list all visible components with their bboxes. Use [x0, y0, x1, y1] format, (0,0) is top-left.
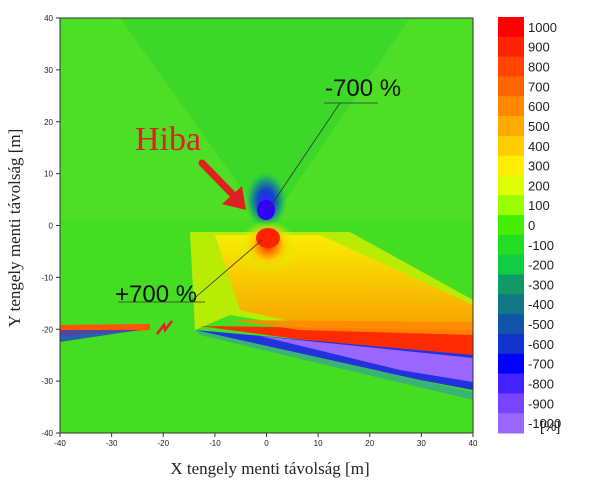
colorbar-swatch	[498, 234, 524, 256]
fault-marker-icon	[156, 320, 173, 335]
colorbar-tick-label: 100	[528, 198, 550, 213]
colorbar-tick-label: 0	[528, 218, 535, 233]
colorbar-tick-label: -900	[528, 396, 554, 411]
colorbar-tick-label: 400	[528, 139, 550, 154]
y-tick-label: -20	[41, 325, 53, 334]
pos-leader-line	[189, 239, 263, 303]
x-tick-label: 20	[365, 439, 374, 448]
y-tick-label: -40	[41, 429, 53, 438]
colorbar-tick-label: -400	[528, 297, 554, 312]
y-axis-label: Y tengely menti távolság [m]	[5, 129, 24, 328]
colorbar-tick-label: 800	[528, 60, 550, 75]
colorbar-swatch	[498, 353, 524, 375]
fault-arrow	[198, 159, 246, 210]
colorbar-swatch	[498, 393, 524, 414]
colorbar-swatch	[498, 116, 524, 137]
y-tick-label: 0	[49, 222, 54, 231]
colorbar-tick-label: 900	[528, 40, 550, 55]
colorbar-swatch	[498, 36, 524, 58]
colorbar-tick-label: 200	[528, 178, 550, 193]
x-axis-label: X tengely menti távolság [m]	[170, 459, 369, 478]
x-tick-label: -20	[157, 439, 169, 448]
colorbar-swatch	[498, 96, 524, 117]
x-tick-label: 30	[417, 439, 426, 448]
colorbar-swatch	[498, 413, 524, 434]
colorbar-tick-label: -300	[528, 277, 554, 292]
y-tick-label: 20	[44, 118, 53, 127]
colorbar-tick-label: -200	[528, 258, 554, 273]
neg-peak-label: -700 %	[325, 75, 401, 102]
colorbar	[498, 17, 524, 434]
y-tick-label: 10	[44, 170, 53, 179]
colorbar-tick-label: -100	[528, 238, 554, 253]
colorbar-swatch	[498, 155, 524, 176]
y-axis-ticks: -40 -30 -20 -10 0 10 20 30 40	[41, 14, 60, 438]
colorbar-unit: [%]	[540, 418, 560, 434]
colorbar-swatch	[498, 215, 524, 236]
colorbar-swatch	[498, 175, 524, 196]
pos-peak-label: +700 %	[115, 281, 197, 308]
x-tick-label: -10	[209, 439, 221, 448]
colorbar-swatch	[498, 274, 524, 295]
y-tick-label: -30	[41, 377, 53, 386]
colorbar-tick-label: -500	[528, 317, 554, 332]
colorbar-swatch	[498, 254, 524, 276]
colorbar-tick-label: -800	[528, 376, 554, 391]
colorbar-tick-label: -600	[528, 337, 554, 352]
colorbar-tick-label: 600	[528, 99, 550, 114]
colorbar-swatch	[498, 17, 524, 38]
colorbar-labels: 10009008007006005004003002001000-100-200…	[528, 20, 561, 431]
heatmap-area	[60, 18, 473, 433]
colorbar-swatch	[498, 56, 524, 77]
colorbar-tick-label: 700	[528, 79, 550, 94]
colorbar-tick-label: 500	[528, 119, 550, 134]
colorbar-tick-label: 300	[528, 159, 550, 174]
x-tick-label: -30	[106, 439, 118, 448]
colorbar-swatch	[498, 294, 524, 315]
colorbar-swatch	[498, 76, 524, 97]
colorbar-swatch	[498, 195, 524, 216]
y-tick-label: -10	[41, 273, 53, 282]
y-tick-label: 30	[44, 66, 53, 75]
colorbar-tick-label: 1000	[528, 20, 557, 35]
colorbar-swatch	[498, 314, 524, 335]
x-tick-label: -40	[54, 439, 66, 448]
colorbar-swatch	[498, 135, 524, 157]
x-tick-label: 0	[264, 439, 269, 448]
colorbar-swatch	[498, 333, 524, 355]
colorbar-tick-label: -1000	[528, 416, 561, 431]
fault-label: Hiba	[135, 121, 201, 158]
x-tick-label: 40	[469, 439, 478, 448]
y-tick-label: 40	[44, 14, 53, 23]
colorbar-tick-label: -700	[528, 357, 554, 372]
neg-leader-line	[267, 102, 341, 211]
colorbar-swatch	[498, 373, 524, 394]
x-axis-ticks: -40 -30 -20 -10 0 10 20 30 40	[54, 433, 478, 448]
x-tick-label: 10	[314, 439, 323, 448]
